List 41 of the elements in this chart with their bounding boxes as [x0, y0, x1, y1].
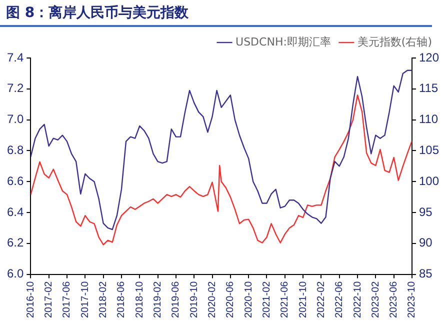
x-tick-label: 2017-02 [44, 280, 55, 318]
x-tick-label: 2022-06 [334, 280, 346, 318]
y2-tick-label: 85 [418, 266, 433, 281]
x-tick-label: 2018-02 [98, 280, 110, 318]
x-tick-label: 2023-02 [370, 280, 382, 318]
x-tick-label: 2020-10 [243, 280, 254, 318]
x-tick-label: 2023-10 [406, 280, 418, 318]
y2-tick-label: 90 [418, 236, 433, 250]
y2-tick-label: 105 [418, 143, 440, 158]
chart-title: 图 8：离岸人民币与美元指数 [0, 0, 432, 27]
x-tick-label: 2017-10 [80, 280, 91, 318]
x-tick-label: 2021-02 [261, 280, 272, 318]
x-tick-label: 2017-06 [62, 280, 73, 318]
x-tick-label: 2019-10 [188, 280, 200, 318]
y-tick-label: 6.8 [6, 143, 24, 158]
x-tick-label: 2019-06 [170, 280, 182, 318]
x-tick-label: 2020-02 [207, 280, 218, 318]
x-tick-label: 2016-10 [25, 280, 36, 318]
y2-tick-label: 110 [418, 112, 438, 126]
x-tick-label: 2022-02 [316, 280, 327, 318]
y-tick-label: 6.6 [6, 174, 24, 188]
y-tick-label: 6.0 [6, 266, 24, 281]
y2-tick-label: 115 [418, 81, 438, 96]
x-tick-label: 2022-10 [352, 280, 364, 318]
y-tick-label: 7.2 [6, 81, 24, 96]
y-tick-label: 7.4 [6, 50, 24, 64]
legend-label: 美元指数(右轴) [357, 35, 432, 48]
x-tick-label: 2019-02 [152, 280, 164, 318]
y2-tick-label: 95 [418, 204, 433, 219]
x-tick-label: 2021-10 [298, 280, 309, 318]
legend-label: USDCNH:即期汇率 [236, 35, 331, 48]
x-tick-label: 2020-06 [225, 280, 236, 318]
y-tick-label: 7.0 [6, 112, 24, 126]
y2-tick-label: 120 [418, 50, 440, 64]
x-tick-label: 2021-06 [280, 280, 291, 318]
y2-tick-label: 100 [418, 174, 440, 188]
y-tick-label: 6.2 [6, 236, 24, 250]
x-tick-label: 2018-06 [116, 280, 128, 318]
y-tick-label: 6.4 [6, 204, 24, 219]
x-tick-label: 2018-10 [134, 280, 146, 318]
x-tick-label: 2023-06 [388, 280, 400, 318]
